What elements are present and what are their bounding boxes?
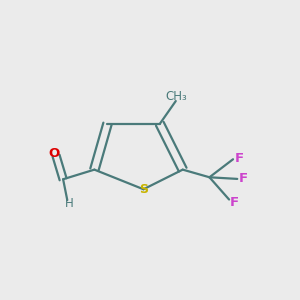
Text: O: O (49, 147, 60, 160)
Text: S: S (139, 183, 148, 196)
Text: CH₃: CH₃ (165, 90, 187, 103)
Text: F: F (239, 172, 248, 185)
Text: H: H (64, 197, 73, 210)
Text: F: F (230, 196, 238, 208)
Text: F: F (234, 152, 244, 165)
